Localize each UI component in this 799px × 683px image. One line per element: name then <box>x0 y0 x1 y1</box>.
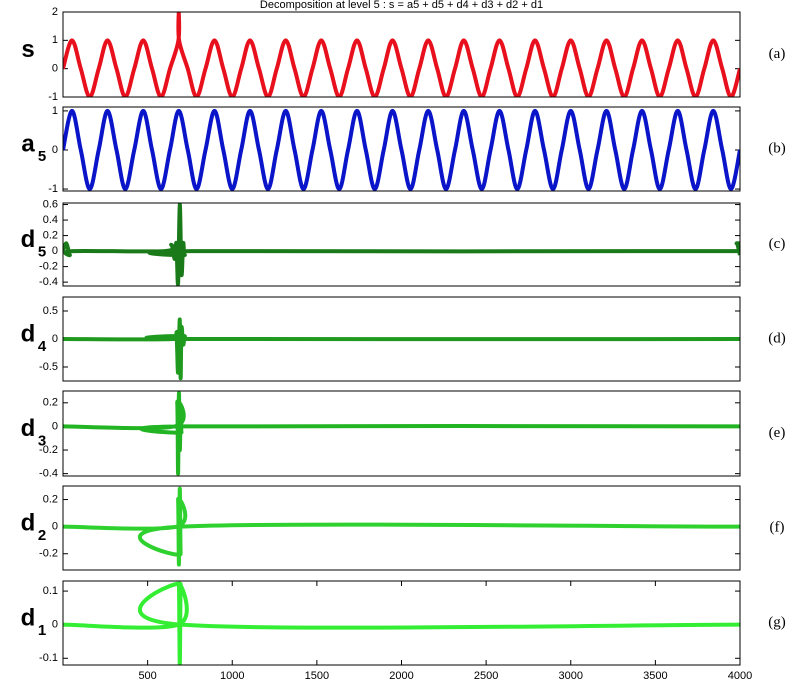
y-tick-label: -1 <box>48 183 58 195</box>
y-tick-label: 1 <box>52 34 58 46</box>
y-axis-label: d <box>21 320 36 347</box>
y-axis-label-subscript: 5 <box>38 243 46 260</box>
y-tick-label: 0.2 <box>43 397 58 409</box>
series-line <box>63 12 740 97</box>
y-tick-label: 0 <box>52 63 58 75</box>
x-tick-label: 500 <box>138 670 156 682</box>
series-line <box>63 317 740 381</box>
axes-frame <box>62 11 741 98</box>
series-line <box>63 203 740 286</box>
x-tick-label: 4000 <box>728 670 752 682</box>
y-axis-label-subscript: 2 <box>38 527 46 544</box>
panel-tag: (f) <box>770 519 785 535</box>
axes-frame <box>62 580 741 666</box>
y-tick-label: -1 <box>48 91 58 103</box>
y-tick-label: 0 <box>52 521 58 533</box>
series-line <box>63 391 740 476</box>
y-axis-label-subscript: 1 <box>38 622 46 639</box>
y-tick-label: 0 <box>52 333 58 345</box>
y-axis-label: s <box>21 36 34 63</box>
axes-frame <box>62 485 741 571</box>
axes-frame <box>62 296 741 382</box>
axes-frame <box>62 202 741 287</box>
axes-frame <box>62 390 741 477</box>
y-tick-label: 0 <box>52 245 58 257</box>
y-tick-label: 0.5 <box>43 305 58 317</box>
y-axis-label: d <box>21 509 36 536</box>
x-tick-label: 2500 <box>474 670 498 682</box>
y-tick-label: -0.2 <box>39 444 58 456</box>
y-axis-label-subscript: 3 <box>38 432 46 449</box>
chart-title: Decomposition at level 5 : s = a5 + d5 +… <box>260 0 543 11</box>
y-tick-label: 0 <box>52 144 58 156</box>
y-tick-label: -0.1 <box>39 652 58 664</box>
y-tick-label: -0.4 <box>39 276 58 288</box>
y-axis-label-subscript: 5 <box>38 148 46 165</box>
y-tick-label: -0.5 <box>39 361 58 373</box>
x-tick-label: 1000 <box>220 670 244 682</box>
panel-tag: (a) <box>769 46 786 62</box>
panel-tag: (e) <box>769 425 786 441</box>
panel-tag: (b) <box>768 140 786 156</box>
y-tick-label: -0.2 <box>39 548 58 560</box>
x-tick-label: 3000 <box>559 670 583 682</box>
y-axis-label-subscript: 4 <box>38 338 47 355</box>
y-tick-label: 0.6 <box>43 198 58 210</box>
y-axis-label: d <box>21 226 36 253</box>
series-line <box>63 581 740 665</box>
series-line <box>63 108 740 191</box>
y-tick-label: -0.4 <box>39 468 58 480</box>
axes-frame <box>62 106 741 192</box>
y-tick-label: -0.2 <box>39 261 58 273</box>
y-tick-label: 1 <box>52 105 58 117</box>
y-axis-label: d <box>21 415 36 442</box>
panel-tag: (d) <box>768 330 786 346</box>
y-tick-label: 0 <box>52 619 58 631</box>
y-axis-label: a <box>21 130 35 157</box>
x-tick-label: 2000 <box>389 670 413 682</box>
y-tick-label: 2 <box>52 6 58 18</box>
panel-tag: (c) <box>769 236 786 252</box>
y-tick-label: 0.2 <box>43 229 58 241</box>
y-tick-label: 0.4 <box>43 214 58 226</box>
y-tick-label: 0.1 <box>43 585 58 597</box>
y-axis-label: d <box>21 604 36 631</box>
x-tick-label: 3500 <box>643 670 667 682</box>
y-tick-label: 0.2 <box>43 493 58 505</box>
y-tick-label: 0 <box>52 420 58 432</box>
series-line <box>63 486 740 567</box>
x-tick-label: 1500 <box>305 670 329 682</box>
panel-tag: (g) <box>768 614 786 630</box>
